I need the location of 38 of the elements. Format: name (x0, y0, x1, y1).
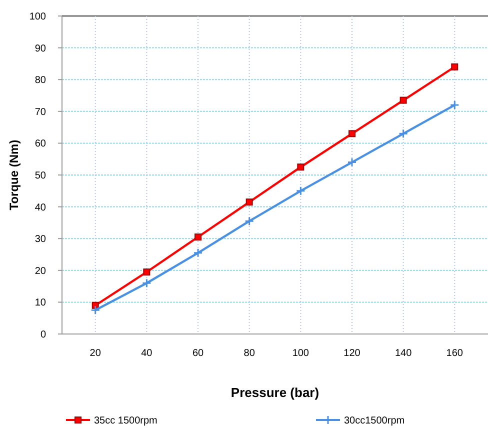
y-tick-label: 70 (34, 106, 46, 118)
x-tick-label: 140 (394, 348, 412, 359)
y-tick-label: 50 (34, 170, 46, 182)
point (348, 130, 356, 138)
x-tick-label: 120 (344, 348, 361, 359)
y-tick-label: 80 (34, 75, 46, 86)
y-tick-label: 0 (40, 330, 46, 340)
legend-label: 35cc 1500rpm (94, 416, 158, 426)
point (450, 100, 460, 110)
x-tick-label: 40 (141, 348, 153, 359)
x-tick-label: 60 (192, 348, 204, 359)
point (244, 216, 254, 226)
legend-label: 30cc1500rpm (344, 416, 405, 426)
x-tick-label: 20 (90, 348, 102, 359)
point (142, 278, 152, 288)
point (297, 164, 304, 171)
y-tick-label: 60 (34, 138, 46, 150)
y-tick-label: 30 (34, 234, 46, 246)
point (143, 268, 150, 276)
point (193, 248, 203, 258)
y-tick-label: 100 (29, 12, 46, 22)
y-tick-label: 10 (34, 298, 46, 309)
y-tick-label: 20 (34, 266, 46, 277)
point (296, 186, 306, 196)
y-axis-title: Torque (Nm) (7, 140, 21, 210)
point (194, 234, 202, 241)
point (451, 63, 458, 70)
y-tick-label: 90 (34, 43, 46, 54)
point (246, 198, 253, 206)
x-tick-label: 100 (292, 348, 310, 359)
point (347, 158, 357, 168)
point (398, 128, 408, 138)
x-tick-label: 160 (446, 348, 464, 359)
point (400, 96, 407, 104)
x-tick-label: 80 (244, 348, 256, 359)
point (90, 305, 100, 315)
y-tick-label: 40 (34, 202, 46, 214)
x-axis-title: Pressure (bar) (230, 385, 320, 400)
